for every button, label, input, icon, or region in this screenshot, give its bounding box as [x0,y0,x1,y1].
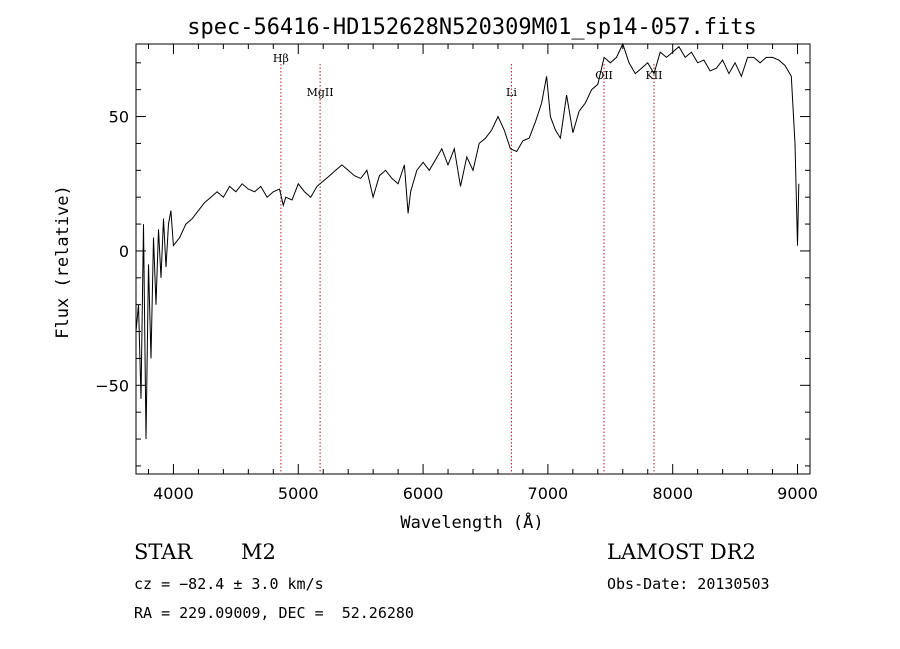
coordinates-text: RA = 229.09009, DEC = 52.26280 [134,604,414,622]
y-tick-label: 0 [119,242,129,261]
survey-label: LAMOST DR2 [607,540,756,564]
chart-title: spec-56416-HD152628N520309M01_sp14-057.f… [187,15,757,40]
y-axis-label: Flux (relative) [53,185,73,339]
object-type: STAR [134,540,193,564]
obs-date-text: Obs-Date: 20130503 [607,575,770,593]
subclass: M2 [241,540,276,564]
x-tick-label: 8000 [652,484,693,503]
plot-area: 4000 5000 6000 7000 8000 9000 −50 0 50 Hβ MgII Li OI… [95,42,818,503]
x-tick-label: 7000 [528,484,569,503]
x-tick-label: 6000 [403,484,444,503]
x-tick-label: 5000 [278,484,319,503]
x-tick-label: 4000 [153,484,194,503]
x-tick-label: 9000 [777,484,818,503]
plot-frame [135,43,811,475]
spectral-line-label: Li [506,86,517,99]
redshift-text: cz = −82.4 ± 3.0 km/s [134,575,324,593]
spectral-line-label: KII [646,69,663,82]
spectral-line-label: Hβ [273,52,289,65]
spectrum-line [135,42,800,440]
spectral-line-label: OII [595,69,613,82]
x-axis-label: Wavelength (Å) [400,511,543,533]
spectral-line-label: MgII [307,86,334,99]
y-tick-label: 50 [109,108,129,127]
y-tick-label: −50 [95,376,129,395]
